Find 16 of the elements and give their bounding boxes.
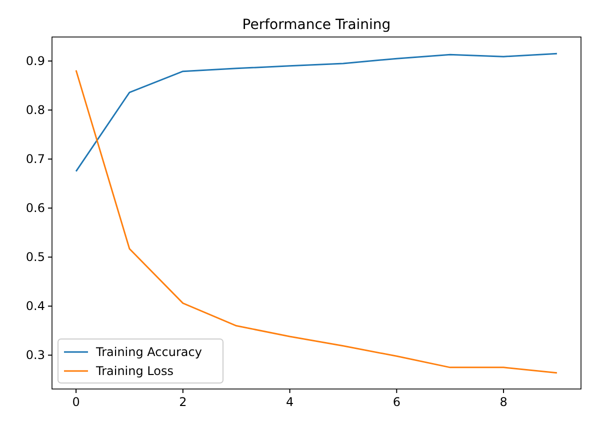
x-tick-label: 6 bbox=[392, 395, 400, 409]
y-tick-label: 0.3 bbox=[26, 348, 45, 362]
legend-label: Training Accuracy bbox=[95, 345, 202, 359]
y-tick-label: 0.9 bbox=[26, 54, 45, 68]
y-tick-label: 0.8 bbox=[26, 103, 45, 118]
x-tick-label: 4 bbox=[286, 395, 294, 409]
line-series bbox=[75, 52, 558, 172]
x-tick-label: 8 bbox=[500, 395, 508, 409]
y-tick-label: 0.4 bbox=[26, 299, 45, 314]
x-tick-label: 2 bbox=[179, 395, 187, 409]
y-tick-label: 0.6 bbox=[26, 201, 45, 216]
chart-title: Performance Training bbox=[242, 17, 391, 33]
legend-label: Training Loss bbox=[95, 364, 174, 378]
x-tick-label: 0 bbox=[72, 395, 80, 409]
y-tick-label: 0.7 bbox=[26, 152, 45, 166]
y-tick-label: 0.5 bbox=[26, 250, 45, 264]
